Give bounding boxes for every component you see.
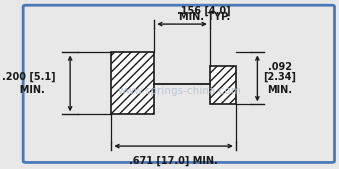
FancyBboxPatch shape xyxy=(23,5,335,162)
Bar xyxy=(112,53,154,114)
Text: MIN.: MIN. xyxy=(267,85,292,95)
Bar xyxy=(210,66,236,104)
Text: www.springs-china.com: www.springs-china.com xyxy=(118,86,242,96)
Text: .092: .092 xyxy=(267,62,292,72)
Text: .671 [17.0] MIN.: .671 [17.0] MIN. xyxy=(129,155,218,165)
Text: [2.34]: [2.34] xyxy=(263,72,296,82)
Text: .156 [4.0]: .156 [4.0] xyxy=(177,5,231,16)
Text: .200 [5.1]
  MIN.: .200 [5.1] MIN. xyxy=(2,72,56,95)
Text: MIN. TYP.: MIN. TYP. xyxy=(179,12,230,22)
